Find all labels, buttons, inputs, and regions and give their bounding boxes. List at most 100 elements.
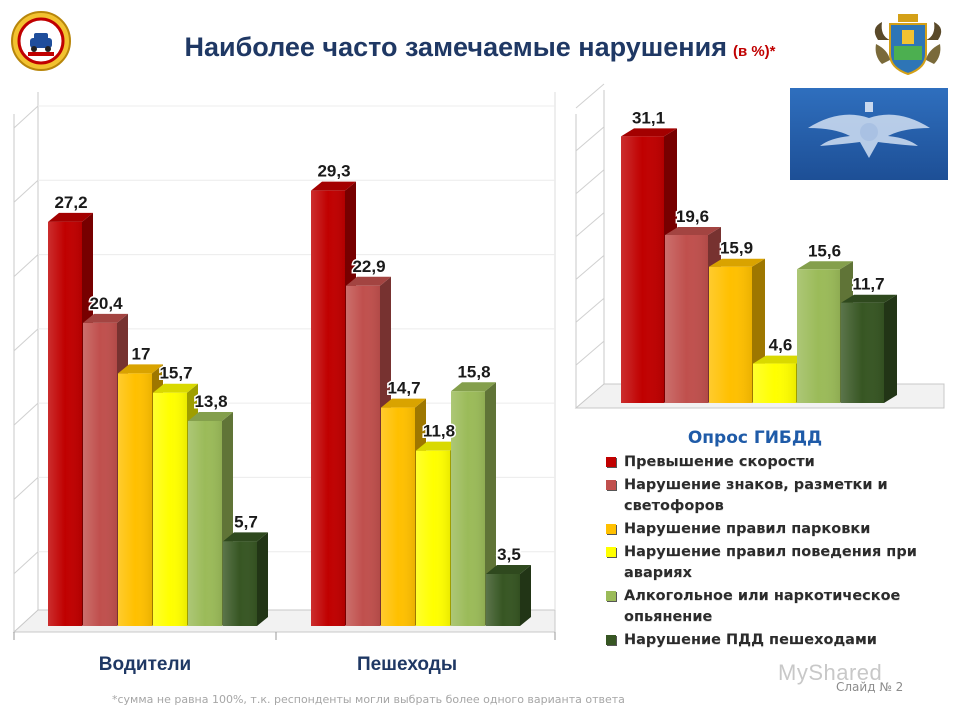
bar-top: [709, 258, 765, 267]
data-label: 17: [132, 344, 151, 363]
bar-gloss: [223, 541, 257, 626]
bar: [621, 128, 677, 403]
gridline: [13, 254, 39, 277]
legend-title: Опрос ГИБДД: [687, 428, 823, 448]
bar-top: [753, 355, 809, 364]
bar-top: [153, 383, 198, 393]
data-label: 13,8: [194, 392, 227, 411]
police-eagle-image: [790, 88, 948, 180]
gridline: [13, 328, 39, 352]
bar: [709, 258, 765, 403]
traffic-police-emblem-icon: [11, 11, 71, 71]
legend-item-speeding: Превышение скорости: [602, 452, 948, 473]
data-label: 4,6: [769, 336, 793, 355]
data-label: 15,9: [720, 239, 753, 258]
bar: [841, 294, 897, 403]
legend-item-label: Нарушение правил парковки: [624, 521, 871, 537]
bar-gloss: [709, 266, 752, 403]
right-chart-bars: [621, 128, 897, 403]
data-label: 27,2: [54, 193, 87, 212]
bar-top: [188, 411, 233, 421]
bar-top: [486, 565, 531, 574]
left-chart-bars: [48, 181, 531, 626]
bar-gloss: [841, 302, 884, 403]
legend-item-label: Превышение скорости: [624, 454, 815, 470]
legend-item-pedestrian-violations: Нарушение ПДД пешеходами: [602, 630, 948, 651]
page-title: Наиболее часто замечаемые нарушения (в %)…: [160, 32, 800, 63]
gridline: [575, 83, 605, 109]
data-label: 19,6: [676, 207, 709, 226]
slide-number: Слайд № 2: [836, 680, 904, 694]
data-label: 15,6: [808, 241, 841, 260]
coat-of-arms-icon: [874, 14, 942, 76]
legend-item-signs: Нарушение знаков, разметки и светофоров: [602, 475, 948, 517]
bar-gloss: [118, 373, 152, 626]
data-label: 20,4: [89, 294, 123, 313]
bar-gloss: [188, 420, 222, 626]
bar-gloss: [665, 235, 708, 403]
data-label: 5,7: [234, 512, 258, 531]
gridline: [13, 477, 39, 500]
bar-top: [118, 364, 163, 374]
data-label: 29,3: [317, 162, 350, 181]
legend-item-label: Нарушение знаков, разметки и светофоров: [624, 477, 888, 514]
data-label: 15,7: [159, 364, 192, 383]
bar-gloss: [451, 391, 485, 626]
data-label: 11,7: [852, 275, 884, 294]
legend-swatch: [606, 457, 616, 467]
legend-swatch: [606, 591, 616, 601]
footnote: *сумма не равна 100%, т.к. респонденты м…: [112, 693, 625, 706]
gridline: [575, 126, 605, 152]
legend-swatch: [606, 480, 616, 490]
bar-gloss: [621, 136, 664, 403]
bar-gloss: [416, 450, 450, 626]
watermark: MyShared: [778, 660, 883, 685]
legend-swatch: [606, 547, 616, 557]
legend-swatch: [606, 524, 616, 534]
bar-gloss: [753, 363, 796, 403]
bar-side: [485, 382, 496, 626]
bar: [451, 382, 496, 626]
data-label: 11,8: [423, 422, 455, 441]
bar: [486, 565, 531, 626]
bar-gloss: [48, 221, 82, 626]
title-suffix: (в %)*: [732, 43, 776, 60]
bar-gloss: [346, 285, 380, 626]
bar-top: [621, 128, 677, 137]
bar-top: [346, 276, 391, 286]
bar-top: [797, 261, 853, 270]
gridline: [575, 255, 605, 280]
gridline: [13, 402, 39, 426]
legend-item-parking: Нарушение правил парковки: [602, 519, 948, 540]
bar-side: [520, 565, 531, 626]
bar-top: [223, 532, 268, 542]
data-labels: 27,2 20,4 17 15,713,8 5,7 29,3 22,9 14,7 11,8 15,…: [53, 107, 886, 566]
legend-swatch: [606, 635, 616, 645]
bar: [223, 532, 268, 626]
chart-legend: Опрос ГИБДД Превышение скорости Нарушени…: [602, 428, 948, 653]
bar: [48, 212, 93, 626]
data-label: 22,9: [352, 257, 385, 276]
data-label: 14,7: [387, 379, 420, 398]
bar-top: [48, 212, 93, 222]
bar-side: [257, 532, 268, 626]
bar-gloss: [153, 392, 187, 626]
legend-item-accidents: Нарушение правил поведения при авариях: [602, 542, 948, 584]
bar-gloss: [486, 574, 520, 626]
data-label: 15,8: [457, 362, 490, 381]
bar-top: [416, 441, 461, 451]
bar-top: [381, 398, 426, 408]
bar-top: [83, 313, 128, 323]
data-label: 3,5: [497, 545, 521, 564]
bar-top: [451, 382, 496, 392]
legend-item-intoxication: Алкогольное или наркотическое опьянение: [602, 586, 948, 628]
gridline: [13, 551, 39, 575]
bar-gloss: [311, 190, 345, 626]
bar-gloss: [381, 407, 415, 626]
bar: [753, 355, 809, 403]
gridline: [575, 340, 605, 366]
legend-item-label: Алкогольное или наркотическое опьянение: [624, 588, 901, 625]
bar: [188, 411, 233, 626]
category-label-drivers: Водители: [99, 654, 191, 675]
gridline: [13, 179, 39, 203]
